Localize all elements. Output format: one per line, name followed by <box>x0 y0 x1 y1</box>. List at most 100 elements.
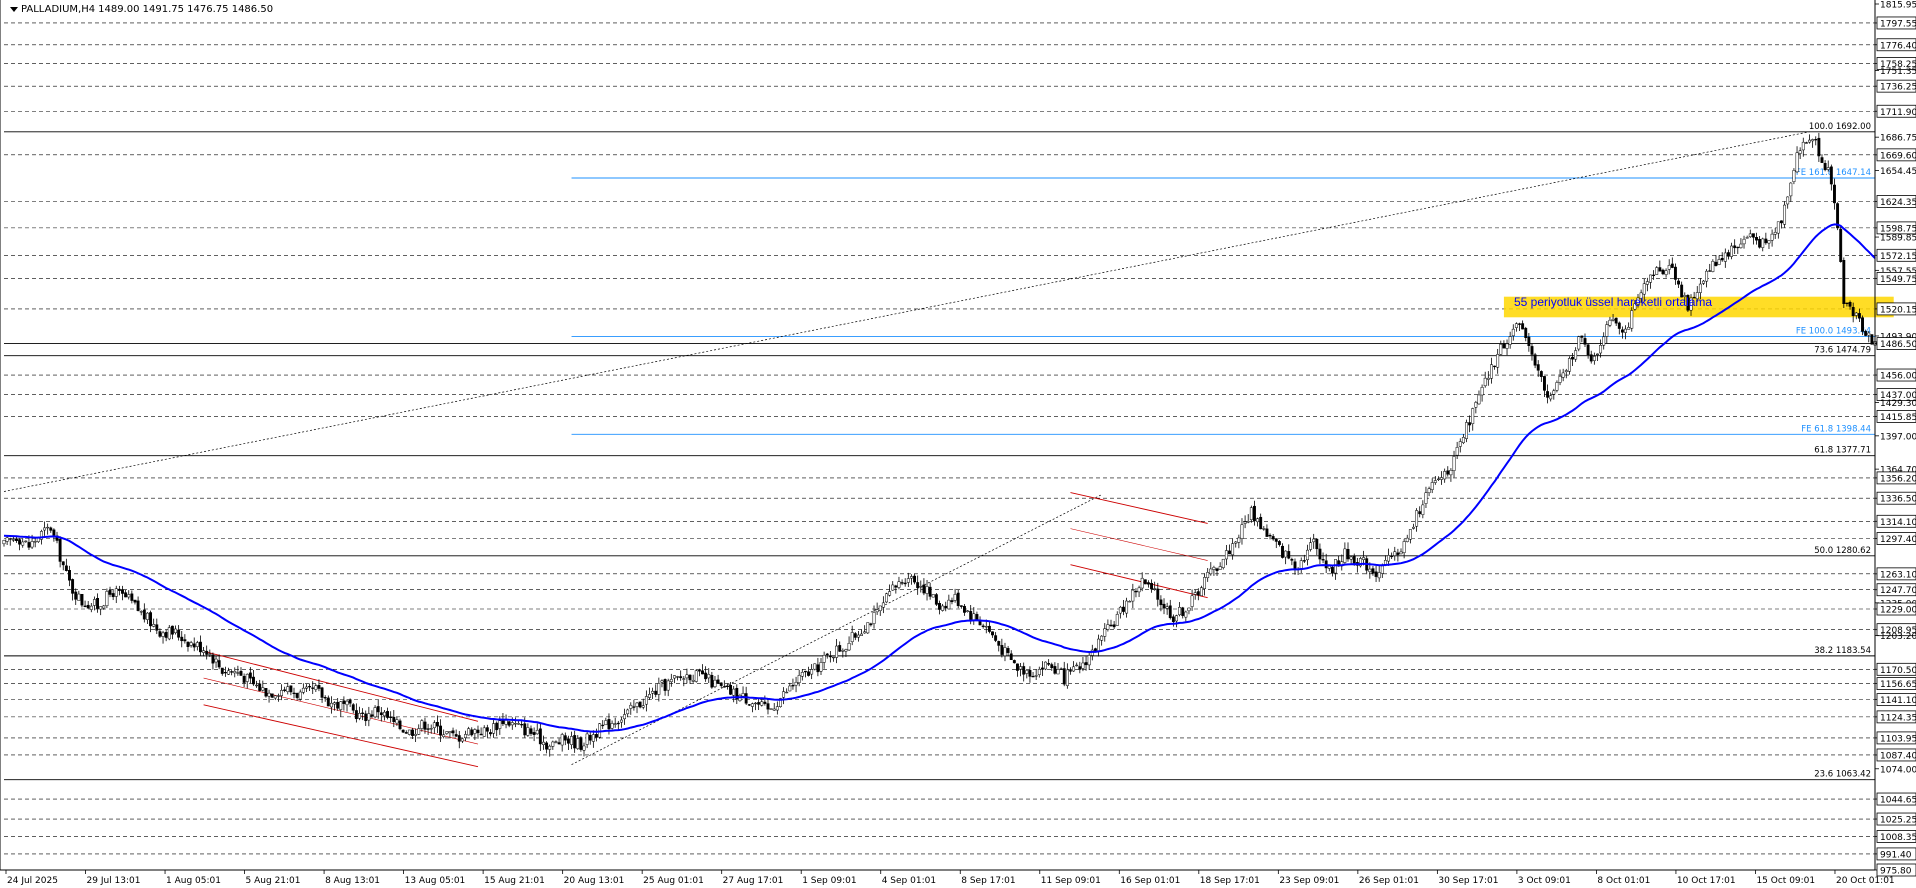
candle-body <box>1649 274 1652 283</box>
candle-body <box>1293 561 1297 569</box>
candle-body <box>850 632 854 642</box>
y-tick-box <box>1876 662 1916 676</box>
y-tick-box <box>1876 79 1916 93</box>
candle-body <box>644 696 648 705</box>
candle-body <box>1022 666 1026 675</box>
candle-body <box>638 701 642 708</box>
candle-body <box>860 633 863 636</box>
candle-body <box>579 737 583 750</box>
candle-body <box>495 722 499 731</box>
candle-body <box>844 649 848 652</box>
candle-body <box>554 741 558 743</box>
candle-body <box>1016 663 1019 671</box>
candle-body <box>1795 152 1799 173</box>
x-tick-label: 25 Aug 01:01 <box>643 876 704 886</box>
candle-body <box>601 724 605 727</box>
candle-body <box>298 691 302 700</box>
candle-body <box>289 685 293 693</box>
candle-body <box>1720 257 1724 261</box>
candle-body <box>1377 572 1381 579</box>
fe-level-label: FE 161.8 1647.14 <box>1796 168 1871 178</box>
candle-body <box>1804 142 1808 144</box>
candle-body <box>1430 482 1434 490</box>
y-tick-label: 1170.50 <box>1880 666 1916 676</box>
x-tick-label: 4 Sep 01:01 <box>882 876 936 886</box>
candle-body <box>825 653 829 656</box>
y-tick-box <box>1876 16 1916 30</box>
fe-level-label: FE 100.0 1493.44 <box>1796 326 1871 336</box>
candle-body <box>1315 538 1319 550</box>
candle-body <box>1751 233 1755 238</box>
y-tick-label: 1074.00 <box>1880 765 1916 775</box>
candle-body <box>411 729 414 736</box>
candle-body <box>1854 312 1858 316</box>
candle-body <box>167 627 171 640</box>
candle-body <box>258 683 262 691</box>
candle-body <box>280 690 283 696</box>
channel-line <box>203 650 479 722</box>
fe-trendline <box>571 494 1102 765</box>
candle-body <box>1833 184 1836 204</box>
candle-body <box>317 685 321 689</box>
candle-body <box>1440 477 1444 480</box>
candle-body <box>479 733 483 736</box>
y-tick-label: 1087.40 <box>1880 751 1916 761</box>
candle-body <box>373 707 377 718</box>
candle-body <box>654 690 658 695</box>
candle-body <box>1065 669 1069 686</box>
candle-body <box>1115 614 1119 626</box>
candle-body <box>1025 670 1029 674</box>
candle-body <box>1730 245 1734 257</box>
candle-body <box>847 642 851 651</box>
candle-body <box>878 605 882 611</box>
candle-body <box>1203 577 1207 589</box>
candle-body <box>1761 238 1765 248</box>
collapse-triangle-icon[interactable] <box>10 7 18 12</box>
candle-body <box>130 593 134 601</box>
candle-body <box>1415 510 1419 527</box>
candle-body <box>1867 332 1871 336</box>
candle-body <box>1056 669 1060 675</box>
candle-body <box>1465 422 1468 439</box>
candle-body <box>1427 488 1431 494</box>
candle-body <box>1502 343 1506 349</box>
candle-body <box>513 723 517 725</box>
candle-body <box>83 605 87 607</box>
candle-body <box>1748 233 1752 237</box>
y-tick-box <box>1876 337 1916 350</box>
candle-body <box>386 711 390 718</box>
candle-body <box>1792 170 1796 182</box>
candle-body <box>1527 336 1531 346</box>
candle-body <box>1574 350 1578 360</box>
candle-body <box>1764 238 1768 244</box>
candle-body <box>788 685 792 692</box>
candle-body <box>1162 603 1166 609</box>
y-tick-box <box>1876 602 1916 616</box>
candle-body <box>245 673 249 682</box>
candle-body <box>919 586 923 588</box>
candle-body <box>5 537 9 542</box>
y-tick-label: 1486.50 <box>1880 340 1916 350</box>
candle-body <box>370 714 374 717</box>
candle-body <box>389 716 393 718</box>
candle-body <box>1433 480 1437 483</box>
y-tick-box <box>1876 748 1916 762</box>
candle-body <box>242 675 246 683</box>
candle-body <box>666 680 670 691</box>
candle-body <box>797 675 801 683</box>
candle-body <box>1661 269 1665 275</box>
y-tick-label: 1141.10 <box>1880 696 1916 706</box>
candle-body <box>1199 587 1203 597</box>
x-tick-label: 27 Aug 17:01 <box>723 876 784 886</box>
candle-body <box>124 592 128 598</box>
candle-body <box>828 655 832 658</box>
candle-body <box>1380 565 1384 574</box>
candle-body <box>810 669 814 675</box>
candle-body <box>1493 365 1497 368</box>
candle-body <box>551 741 555 747</box>
candle-body <box>501 719 505 725</box>
candle-body <box>1268 534 1272 537</box>
candle-body <box>1739 243 1743 249</box>
